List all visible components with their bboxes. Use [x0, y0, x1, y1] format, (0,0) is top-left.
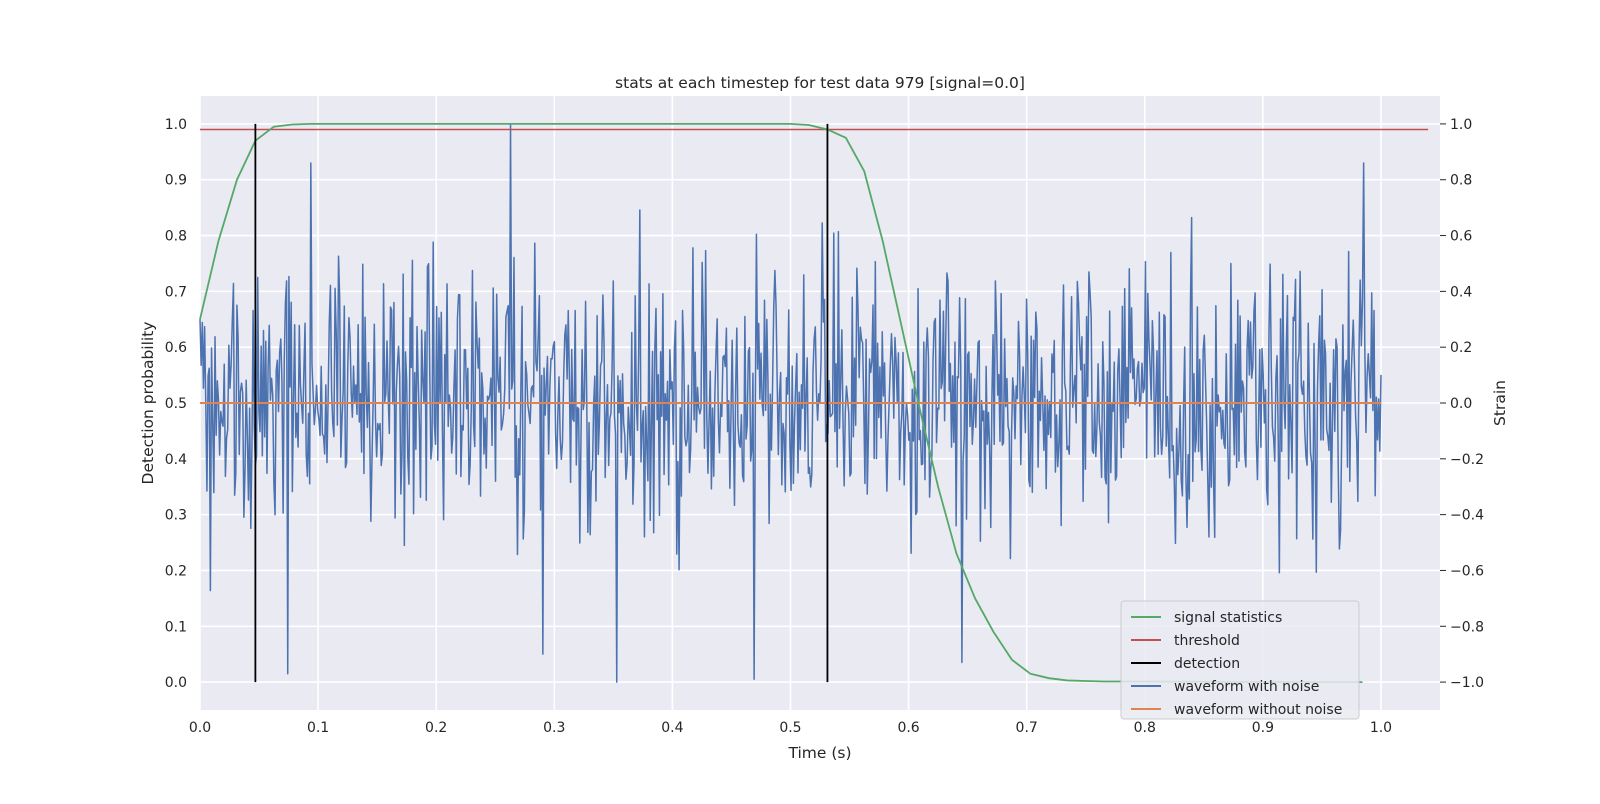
- y-right-tick-label: −0.8: [1450, 619, 1484, 635]
- y-right-tick-label: 1.0: [1450, 117, 1472, 133]
- y-left-tick-label: 0.6: [165, 340, 187, 356]
- y-left-tick-label: 0.0: [165, 675, 187, 691]
- y-left-tick-label: 0.3: [165, 508, 187, 524]
- y-left-tick-label: 1.0: [165, 117, 187, 133]
- series-waveform-with-noise: [199, 123, 1382, 683]
- y-right-tick-label: 0.8: [1450, 173, 1472, 189]
- y-right-tick-label: −1.0: [1450, 675, 1484, 691]
- y-left-tick-label: 0.1: [165, 619, 187, 635]
- series-signal-statistics: [199, 123, 1363, 683]
- x-tick-label: 0.3: [543, 720, 565, 736]
- x-tick-label: 0.2: [425, 720, 447, 736]
- legend-frame: [1120, 600, 1360, 720]
- x-axis-label: Time (s): [787, 744, 851, 762]
- legend-label: waveform with noise: [1174, 679, 1319, 695]
- x-tick-labels: 0.0 0.1 0.2 0.3 0.4 0.5 0.6 0.7 0.8 0.9 1.0: [189, 720, 1392, 736]
- x-tick-label: 0.9: [1252, 720, 1274, 736]
- y-right-tick-label: 0.6: [1450, 229, 1472, 245]
- y-left-tick-label: 0.7: [165, 284, 187, 300]
- x-tick-label: 0.0: [189, 720, 211, 736]
- legend-items: signal statistics threshold detection wavef…: [1131, 610, 1342, 718]
- x-tick-label: 0.7: [1016, 720, 1038, 736]
- y-right-tick-label: 0.0: [1450, 396, 1472, 412]
- y-right-axis-label: Strain: [1491, 380, 1509, 426]
- x-tick-label: 0.5: [779, 720, 801, 736]
- y-left-axis-label: Detection probability: [139, 322, 157, 485]
- legend-label: waveform without noise: [1174, 702, 1342, 718]
- y-right-tick-label: −0.2: [1450, 452, 1484, 468]
- y-right-tick-label: −0.4: [1450, 508, 1484, 524]
- legend: signal statistics threshold detection wavef…: [1120, 600, 1360, 720]
- y-left-tick-label: 0.8: [165, 229, 187, 245]
- x-tick-label: 1.0: [1370, 720, 1392, 736]
- y-left-tick-label: 0.2: [165, 563, 187, 579]
- y-left-tick-label: 0.5: [165, 396, 187, 412]
- x-tick-label: 0.8: [1134, 720, 1156, 736]
- y-left-tick-labels: 0.0 0.1 0.2 0.3 0.4 0.5 0.6 0.7 0.8 0.9 1.0: [165, 117, 187, 691]
- y-left-tick-label: 0.4: [165, 452, 187, 468]
- legend-label: signal statistics: [1174, 610, 1282, 626]
- x-tick-label: 0.4: [661, 720, 683, 736]
- y-right-tick-labels: −1.0 −0.8 −0.6 −0.4 −0.2 0.0 0.2 0.4 0.6 0.8 1.0: [1440, 117, 1484, 691]
- y-right-tick-label: 0.2: [1450, 340, 1472, 356]
- y-left-tick-label: 0.9: [165, 173, 187, 189]
- y-right-tick-label: 0.4: [1450, 284, 1472, 300]
- legend-label: detection: [1174, 656, 1240, 672]
- x-tick-label: 0.6: [897, 720, 919, 736]
- series-layer: [199, 123, 1429, 683]
- legend-label: threshold: [1174, 633, 1240, 649]
- chart-title: stats at each timestep for test data 979…: [615, 74, 1025, 92]
- y-right-tick-label: −0.6: [1450, 563, 1484, 579]
- x-tick-label: 0.1: [307, 720, 329, 736]
